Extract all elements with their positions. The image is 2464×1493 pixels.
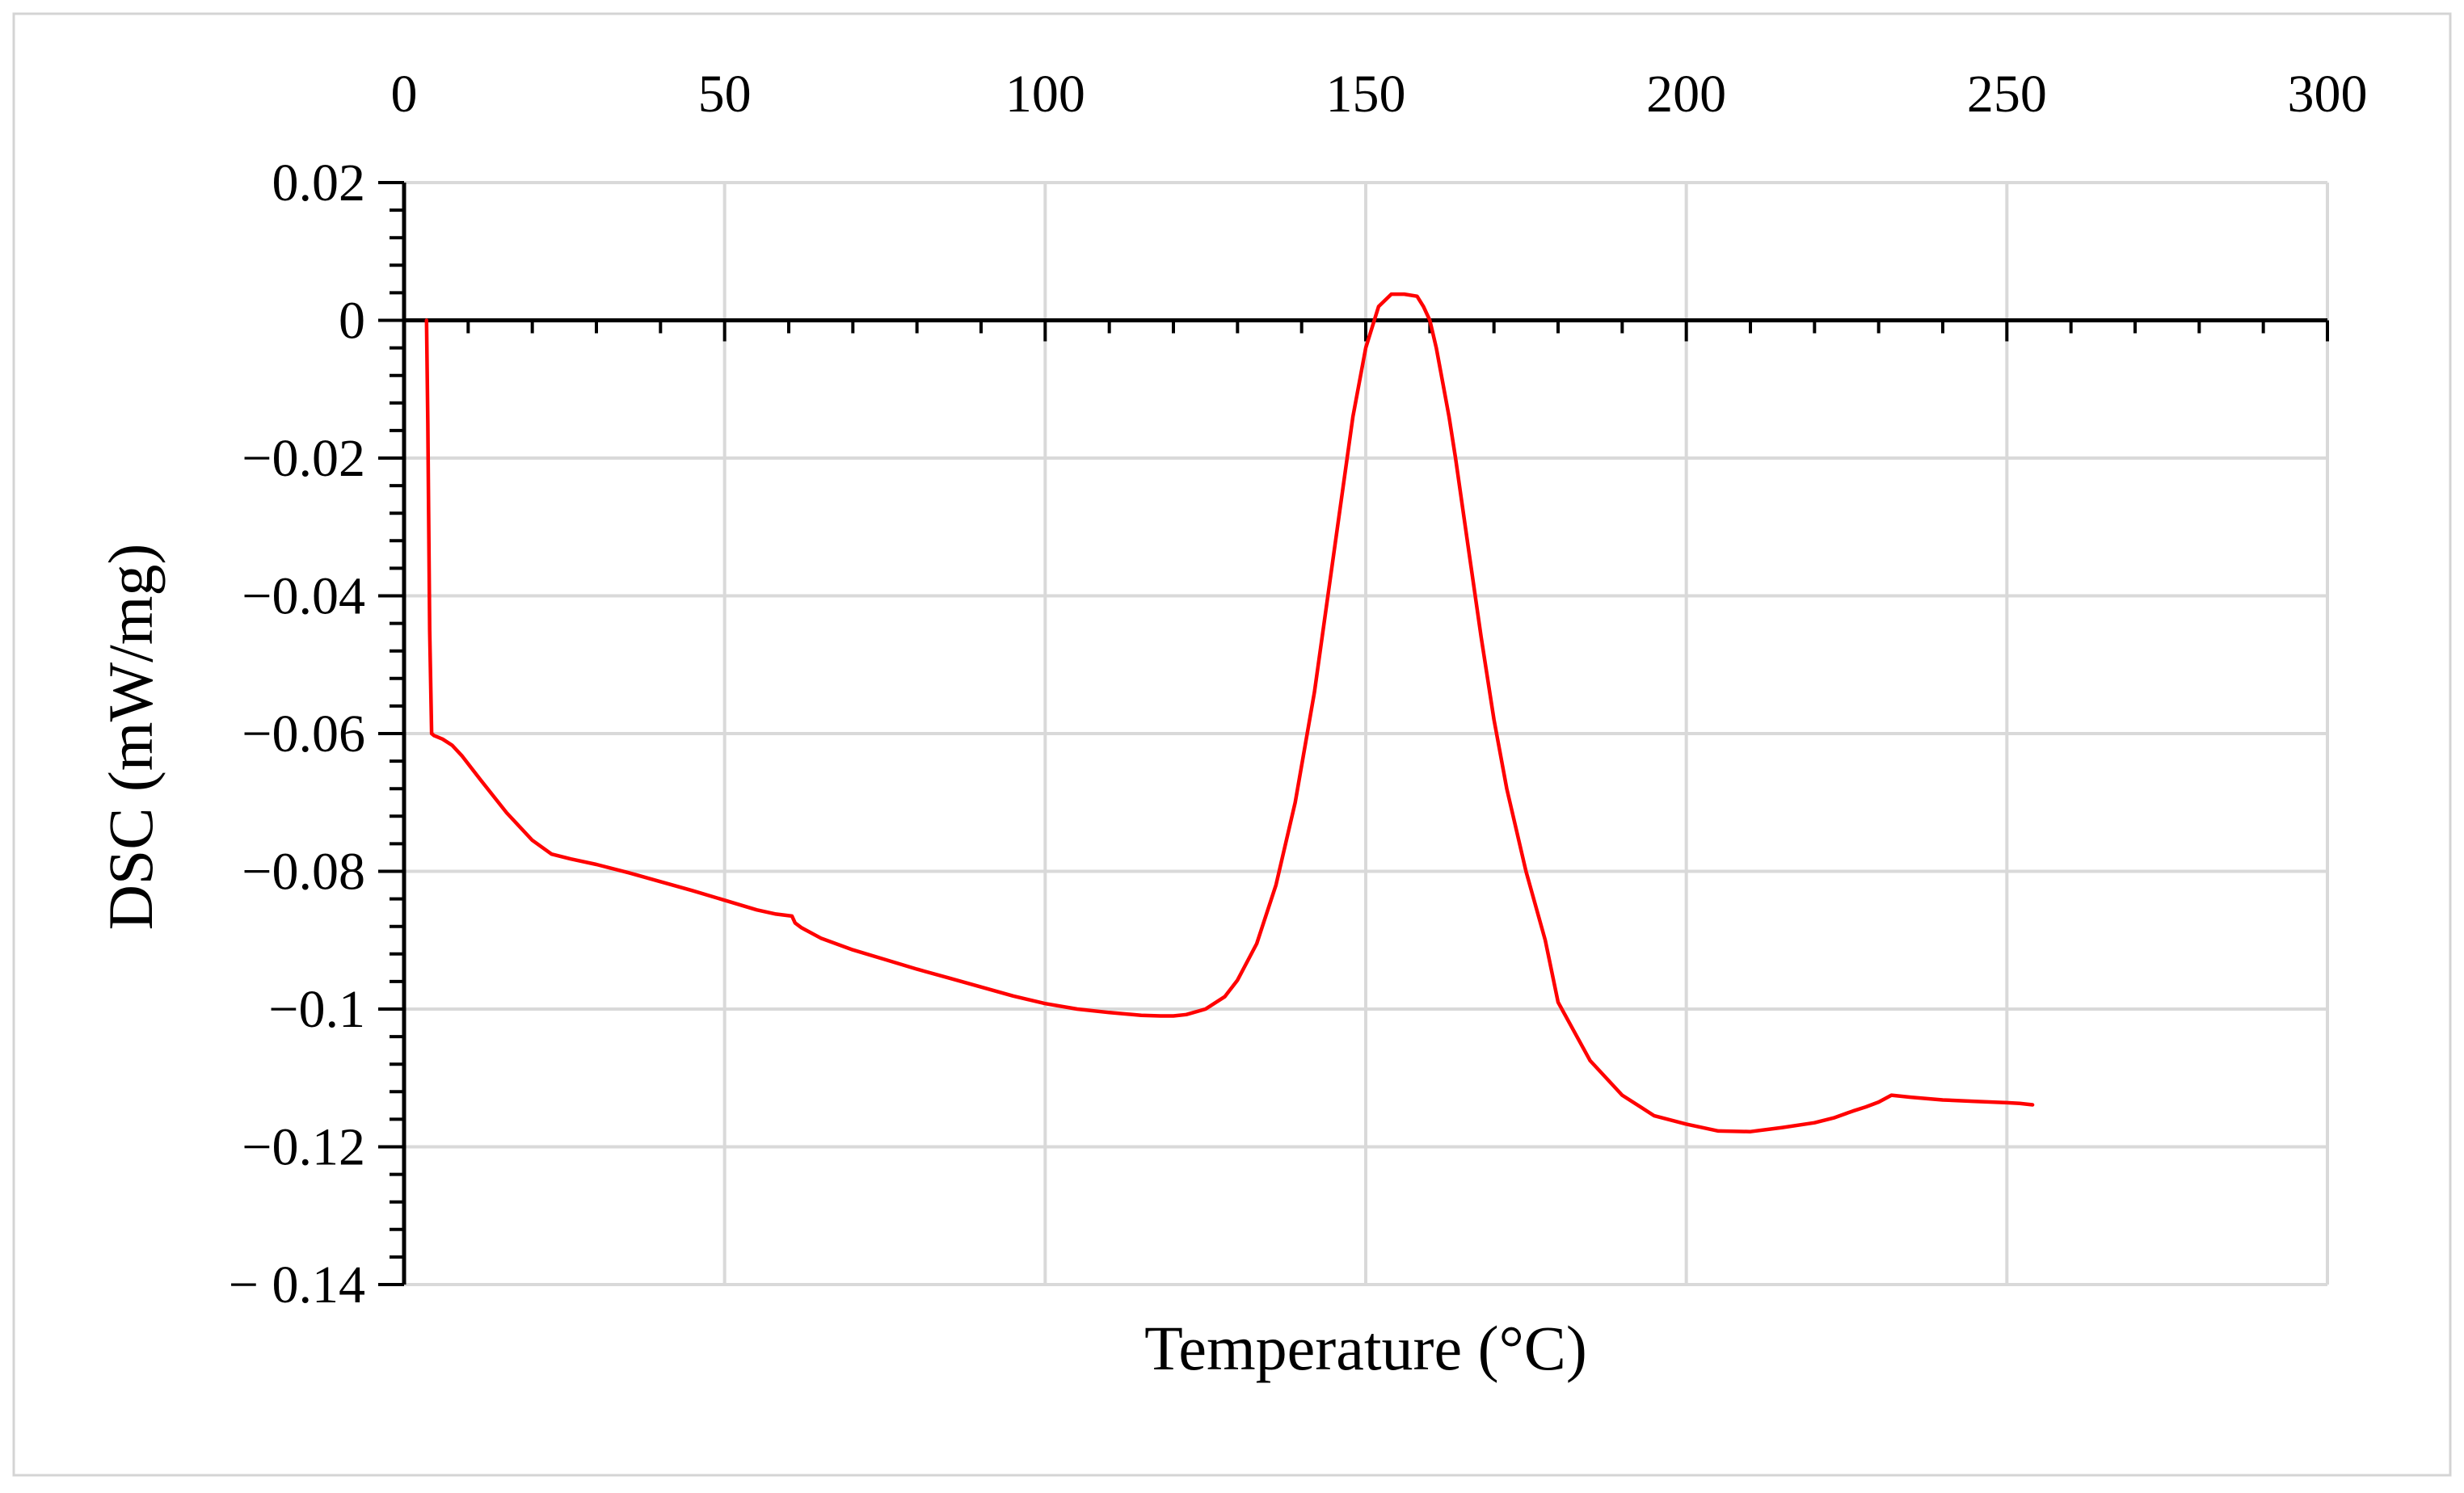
series-line-dsc xyxy=(424,292,2035,1133)
x-tick-label: 250 xyxy=(1967,65,2047,124)
y-tick-label: −0.12 xyxy=(242,1118,365,1177)
chart-frame xyxy=(12,12,2452,1477)
x-tick-label: 100 xyxy=(1005,65,1085,124)
x-tick-label: 0 xyxy=(391,65,418,124)
y-tick-label: −0.1 xyxy=(268,980,365,1039)
y-tick-label: −0.04 xyxy=(242,567,365,626)
y-tick-label: − 0.14 xyxy=(229,1255,365,1314)
x-tick-label: 200 xyxy=(1646,65,1726,124)
y-tick-label: −0.02 xyxy=(242,429,365,488)
tick-labels: 0 50 100 150 200 250 300 0.02 0 −0.02 −0.04 −0.06 −0… xyxy=(229,65,2368,1314)
y-tick-label: −0.06 xyxy=(242,704,365,763)
y-tick-label: 0.02 xyxy=(272,154,366,212)
x-tick-label: 150 xyxy=(1326,65,1406,124)
x-tick-label: 300 xyxy=(2288,65,2368,124)
x-axis-title: Temperature (°C) xyxy=(1144,1313,1587,1383)
y-tick-label: 0 xyxy=(339,292,365,351)
x-tick-label: 50 xyxy=(698,65,752,124)
y-tick-label: −0.08 xyxy=(242,843,365,902)
series-layer xyxy=(424,292,2035,1133)
y-axis-title: DSC (mW/mg) xyxy=(95,544,166,931)
